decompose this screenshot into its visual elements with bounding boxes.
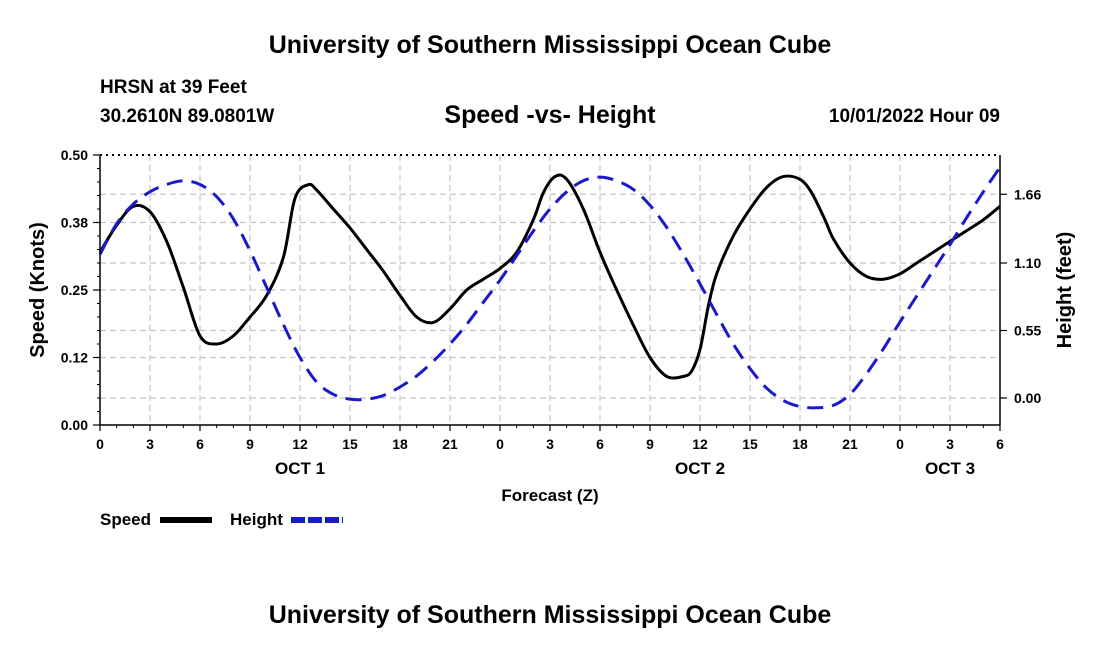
coordinates-label: 30.2610N 89.0801W — [100, 106, 275, 127]
y2-axis-title: Height (feet) — [1054, 232, 1076, 349]
chart-labels: 0 3 6 9 12 15 18 21 0 3 6 9 12 15 18 21 0 3 6 OCT 1 OCT 2 OCT… — [27, 147, 1076, 505]
plot-area — [98, 166, 1002, 410]
chart-grid — [100, 155, 1000, 425]
y-tick-label: 0.25 — [61, 282, 88, 298]
x-tick-label: 21 — [842, 436, 858, 452]
chart-legend: Speed Height — [100, 510, 343, 529]
x-tick-label: 6 — [196, 436, 204, 452]
speed-height-chart: 0 3 6 9 12 15 18 21 0 3 6 9 12 15 18 21 0 3 6 OCT 1 OCT 2 OCT… — [27, 147, 1076, 529]
x-tick-label: 0 — [96, 436, 104, 452]
x-tick-label: 0 — [896, 436, 904, 452]
x-tick-label: 3 — [146, 436, 154, 452]
x-tick-label: 15 — [742, 436, 758, 452]
station-label: HRSN at 39 Feet — [100, 77, 247, 98]
x-tick-label: 18 — [392, 436, 408, 452]
legend-label-height: Height — [230, 510, 283, 529]
x-tick-label: 12 — [292, 436, 308, 452]
y-tick-label: 0.00 — [61, 417, 88, 433]
page-title: University of Southern Mississippi Ocean… — [268, 31, 832, 59]
x-tick-label: 18 — [792, 436, 808, 452]
chart-subtitle: Speed -vs- Height — [444, 101, 656, 129]
x-tick-label: 15 — [342, 436, 358, 452]
forecast-datestamp: 10/01/2022 Hour 09 — [828, 106, 1000, 127]
y-tick-label: 0.12 — [61, 350, 88, 366]
x-axis-title: Forecast (Z) — [501, 486, 598, 505]
x-tick-label: 12 — [692, 436, 708, 452]
x-tick-label: 9 — [246, 436, 254, 452]
y-axis-title: Speed (Knots) — [27, 222, 49, 358]
y-tick-label: 0.50 — [61, 147, 88, 163]
x-tick-label: 9 — [646, 436, 654, 452]
x-tick-label: 3 — [546, 436, 554, 452]
x-day-label: OCT 2 — [675, 459, 725, 478]
y2-tick-label: 1.66 — [1014, 186, 1041, 202]
legend-label-speed: Speed — [100, 510, 151, 529]
x-tick-label: 3 — [946, 436, 954, 452]
x-tick-label: 21 — [442, 436, 458, 452]
y2-tick-label: 1.10 — [1014, 255, 1041, 271]
x-tick-label: 0 — [496, 436, 504, 452]
chart-axes — [93, 154, 1007, 431]
x-day-label: OCT 3 — [925, 459, 975, 478]
x-tick-label: 6 — [596, 436, 604, 452]
page-footer-title: University of Southern Mississippi Ocean… — [268, 601, 832, 629]
speed-series-line — [98, 173, 1001, 380]
y-tick-label: 0.38 — [61, 215, 88, 231]
x-tick-label: 6 — [996, 436, 1004, 452]
y2-tick-label: 0.00 — [1014, 390, 1041, 406]
y2-tick-label: 0.55 — [1014, 323, 1041, 339]
x-day-label: OCT 1 — [275, 459, 325, 478]
